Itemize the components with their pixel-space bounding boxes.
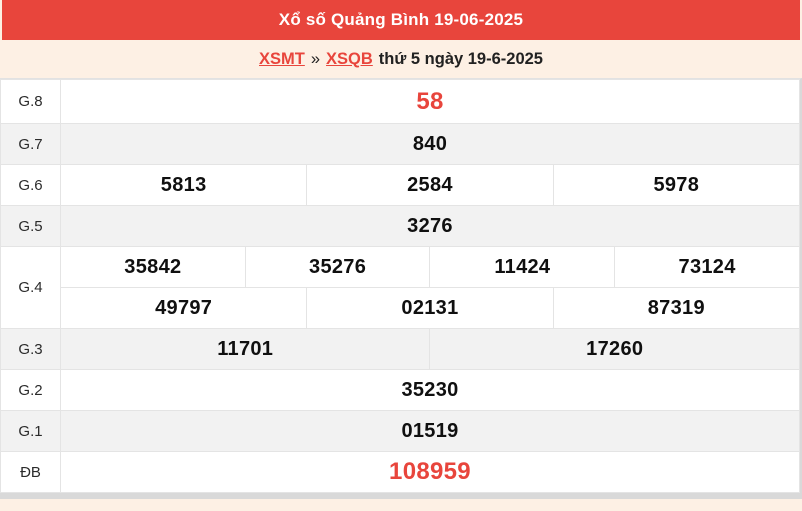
prize-value-g4-5: 49797 bbox=[59, 287, 308, 329]
breadcrumb-link-xsmt[interactable]: XSMT bbox=[259, 49, 305, 68]
results-table-container: G.8 58 G.7 840 G.6 5813 2584 5978 G.5 32… bbox=[0, 78, 802, 493]
prize-value-g8: 58 bbox=[60, 79, 800, 124]
prize-value-g4-1: 35842 bbox=[60, 246, 246, 288]
prize-value-g6-1: 5813 bbox=[59, 164, 308, 206]
prize-label-g2: G.2 bbox=[0, 369, 61, 411]
prize-value-g1: 01519 bbox=[60, 410, 800, 452]
prize-label-g7: G.7 bbox=[0, 123, 61, 165]
prize-value-g6-3: 5978 bbox=[552, 164, 801, 206]
prize-value-g4-3: 11424 bbox=[429, 246, 616, 288]
table-row-g1: G.1 01519 bbox=[0, 410, 800, 452]
breadcrumb-link-xsqb[interactable]: XSQB bbox=[326, 49, 373, 68]
results-table: G.8 58 G.7 840 G.6 5813 2584 5978 G.5 32… bbox=[0, 79, 801, 493]
bottom-divider bbox=[0, 493, 802, 499]
prize-label-g3: G.3 bbox=[0, 328, 61, 370]
prize-value-g5: 3276 bbox=[60, 205, 800, 247]
prize-value-g3-1: 11701 bbox=[59, 328, 431, 370]
prize-label-db: ĐB bbox=[0, 451, 61, 493]
prize-value-g2: 35230 bbox=[60, 369, 800, 411]
prize-value-db: 108959 bbox=[60, 451, 800, 493]
prize-value-g4-6: 02131 bbox=[306, 287, 554, 329]
prize-label-g1: G.1 bbox=[0, 410, 61, 452]
prize-value-g4-4: 73124 bbox=[614, 246, 800, 288]
lottery-results-widget: Xổ số Quảng Bình 19-06-2025 XSMT » XSQB … bbox=[0, 0, 802, 499]
title-bar: Xổ số Quảng Bình 19-06-2025 bbox=[2, 0, 800, 40]
prize-label-g4: G.4 bbox=[0, 246, 61, 329]
table-row-g5: G.5 3276 bbox=[0, 205, 800, 247]
breadcrumb-date-text: thứ 5 ngày 19-6-2025 bbox=[378, 49, 543, 68]
breadcrumb: XSMT » XSQB thứ 5 ngày 19-6-2025 bbox=[0, 40, 802, 78]
prize-value-g6-2: 2584 bbox=[306, 164, 554, 206]
table-row-g4-line2: 49797 02131 87319 bbox=[1, 287, 801, 329]
prize-label-g8: G.8 bbox=[0, 79, 61, 124]
table-row-g8: G.8 58 bbox=[0, 79, 800, 124]
prize-value-g3-2: 17260 bbox=[429, 328, 800, 370]
table-row-db: ĐB 108959 bbox=[0, 451, 800, 493]
prize-label-g6: G.6 bbox=[0, 164, 61, 206]
prize-label-g5: G.5 bbox=[0, 205, 61, 247]
table-row-g7: G.7 840 bbox=[0, 123, 800, 165]
prize-value-g4-2: 35276 bbox=[244, 246, 431, 288]
breadcrumb-separator: » bbox=[310, 49, 321, 68]
table-row-g4-line1: G.4 35842 35276 11424 73124 bbox=[0, 246, 800, 329]
table-row-g3: G.3 11701 17260 bbox=[0, 328, 800, 370]
prize-value-g7: 840 bbox=[60, 123, 800, 165]
table-row-g2: G.2 35230 bbox=[0, 369, 800, 411]
page-title: Xổ số Quảng Bình 19-06-2025 bbox=[278, 10, 524, 29]
prize-value-g4-7: 87319 bbox=[552, 287, 801, 329]
table-row-g6: G.6 5813 2584 5978 bbox=[0, 164, 801, 206]
